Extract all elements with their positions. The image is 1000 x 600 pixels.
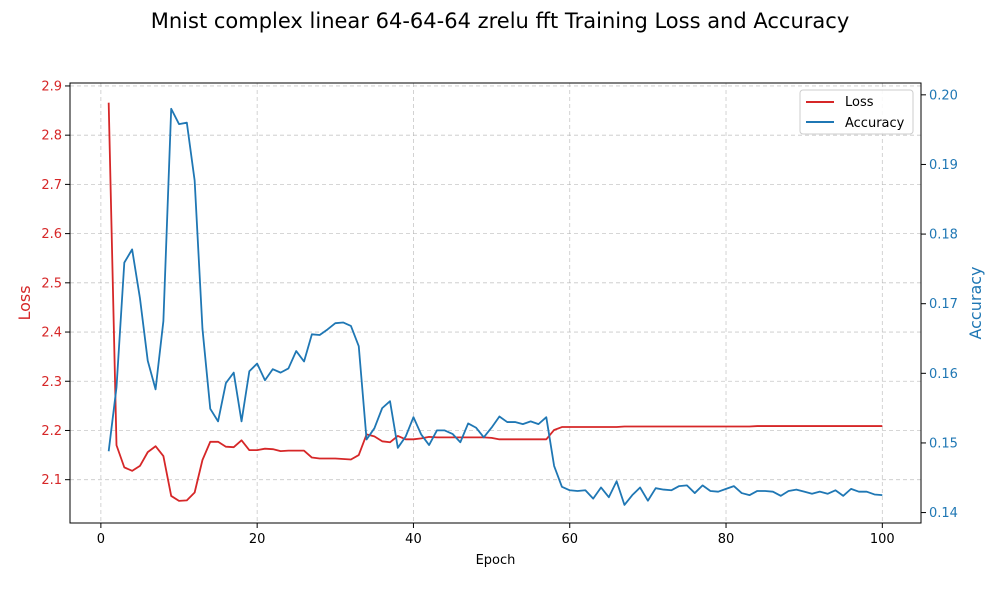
y-left-tick-label: 2.1 (41, 473, 62, 488)
series-line-accuracy (107, 107, 883, 506)
chart-title: Mnist complex linear 64-64-64 zrelu fft … (151, 9, 850, 33)
y-left-tick-label: 2.7 (41, 178, 62, 193)
series-layer (107, 102, 883, 506)
x-tick-label: 80 (718, 532, 735, 547)
series-line-loss (107, 102, 883, 502)
x-tick-label: 20 (249, 532, 266, 547)
y-right-tick-label: 0.14 (929, 506, 958, 521)
x-tick-label: 40 (405, 532, 422, 547)
y-axis-right: 0.14 0.15 0.16 0.17 0.18 0.19 0.20 (921, 88, 958, 521)
y-left-tick-label: 2.9 (41, 79, 62, 94)
y-left-tick-label: 2.2 (41, 424, 62, 439)
y-left-tick-label: 2.4 (41, 326, 62, 341)
x-axis: 0 20 40 60 80 100 (97, 523, 895, 547)
plot-frame (69, 82, 922, 524)
x-tick-label: 0 (97, 532, 105, 547)
x-tick-label: 60 (561, 532, 578, 547)
y-axis-right-label: Accuracy (966, 266, 985, 339)
y-right-tick-label: 0.17 (929, 297, 958, 312)
x-axis-label: Epoch (476, 553, 516, 568)
y-left-tick-label: 2.3 (41, 375, 62, 390)
legend-label-accuracy: Accuracy (845, 116, 905, 131)
legend-label-loss: Loss (845, 95, 874, 110)
y-left-tick-label: 2.8 (41, 129, 62, 144)
y-right-tick-label: 0.19 (929, 158, 958, 173)
y-left-tick-label: 2.5 (41, 276, 62, 291)
y-right-tick-label: 0.16 (929, 367, 958, 382)
y-right-tick-label: 0.18 (929, 228, 958, 243)
y-right-tick-label: 0.20 (929, 88, 958, 103)
legend: Loss Accuracy (799, 89, 914, 135)
y-axis-left-label: Loss (15, 285, 34, 320)
y-right-tick-label: 0.15 (929, 436, 958, 451)
y-left-tick-label: 2.6 (41, 227, 62, 242)
y-axis-left: 2.1 2.2 2.3 2.4 2.5 2.6 2.7 2.8 2.9 (41, 79, 70, 488)
grid-lines (70, 83, 921, 523)
x-tick-label: 100 (870, 532, 895, 547)
